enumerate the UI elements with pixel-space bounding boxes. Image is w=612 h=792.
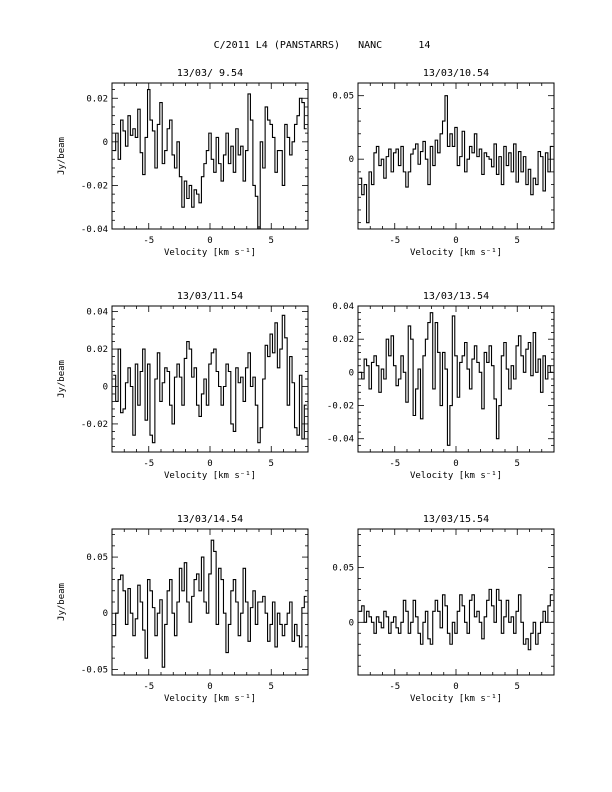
y-axis-label: Jy/beam [57, 360, 67, 398]
x-tick-label: 0 [207, 459, 212, 469]
y-tick-label: 0.05 [332, 563, 354, 573]
x-axis-label: Velocity [km s⁻¹] [164, 248, 256, 258]
spectrum-line [359, 95, 553, 224]
x-axis-label: Velocity [km s⁻¹] [410, 471, 502, 481]
x-tick-label: 0 [207, 682, 212, 692]
panel-title: 13/03/14.54 [177, 514, 243, 525]
panel-title: 13/03/11.54 [177, 291, 243, 302]
spectrum-panel: -5 0 5 0 0.05 13/03/15.54 Velocity [km s⁻¹] [332, 514, 555, 704]
panel-title: 13/03/10.54 [423, 68, 489, 79]
spectrum-line [113, 88, 307, 230]
x-tick-label: 5 [269, 236, 274, 246]
y-tick-label: 0.04 [86, 308, 108, 318]
plot-frame [357, 305, 555, 453]
y-tick-label: 0 [349, 618, 354, 628]
spectrum-panel: -5 0 5 -0.02 0 0.02 0.04 13/03/11.54 Velocity [k… [57, 291, 309, 481]
x-tick-label: -5 [389, 682, 400, 692]
plot-frame [357, 82, 555, 230]
x-tick-label: -5 [389, 236, 400, 246]
y-tick-label: -0.02 [81, 181, 108, 191]
y-tick-label: -0.04 [81, 225, 108, 235]
x-tick-label: -5 [389, 459, 400, 469]
y-tick-label: 0 [349, 368, 354, 378]
spectrum-panel: -5 0 5 -0.05 0 0.05 13/03/14.54 Velocity [km s⁻… [57, 514, 309, 704]
x-tick-label: 5 [269, 682, 274, 692]
y-tick-label: 0.05 [332, 92, 354, 102]
y-tick-label: 0 [103, 609, 108, 619]
y-tick-label: -0.05 [81, 665, 108, 675]
x-tick-label: -5 [143, 459, 154, 469]
spectrum-panel: -5 0 5 0 0.05 13/03/10.54 Velocity [km s⁻¹] [332, 68, 555, 258]
spectrum-line [359, 312, 553, 446]
y-tick-label: 0.02 [86, 94, 108, 104]
y-tick-label: 0.02 [86, 345, 108, 355]
x-tick-label: 5 [515, 459, 520, 469]
x-tick-label: 5 [515, 236, 520, 246]
spectrum-panel: -5 0 5 -0.04 -0.02 0 0.02 13/03/ 9.54 Velocity [… [57, 68, 309, 258]
spectrum-line [359, 588, 553, 651]
figure-title: C/2011 L4 (PANSTARRS) NANC 14 [214, 40, 431, 51]
x-axis-label: Velocity [km s⁻¹] [410, 694, 502, 704]
panel-title: 13/03/13.54 [423, 291, 489, 302]
x-axis-label: Velocity [km s⁻¹] [410, 248, 502, 258]
x-tick-label: 0 [453, 459, 458, 469]
y-tick-label: 0.05 [86, 553, 108, 563]
plot-frame [357, 528, 555, 676]
y-tick-label: 0.02 [332, 335, 354, 345]
y-tick-label: 0.04 [332, 302, 354, 312]
plot-frame [111, 82, 309, 230]
x-axis-label: Velocity [km s⁻¹] [164, 471, 256, 481]
y-tick-label: 0 [103, 138, 108, 148]
y-tick-label: 0 [103, 382, 108, 392]
x-tick-label: 0 [453, 682, 458, 692]
x-tick-label: 0 [207, 236, 212, 246]
plot-frame [111, 305, 309, 453]
x-tick-label: 5 [269, 459, 274, 469]
spectrum-line [113, 314, 307, 444]
y-tick-label: -0.04 [327, 435, 354, 445]
y-tick-label: -0.02 [327, 402, 354, 412]
x-tick-label: -5 [143, 236, 154, 246]
x-axis-label: Velocity [km s⁻¹] [164, 694, 256, 704]
y-axis-label: Jy/beam [57, 583, 67, 621]
y-axis-label: Jy/beam [57, 137, 67, 175]
spectrum-panel: -5 0 5 -0.04 -0.02 0 0.02 0.04 13/03/13.54 Veloci… [327, 291, 555, 481]
x-tick-label: -5 [143, 682, 154, 692]
panel-title: 13/03/15.54 [423, 514, 489, 525]
panel-grid: -5 0 5 -0.04 -0.02 0 0.02 13/03/ 9.54 Velocity [… [57, 68, 555, 704]
spectrum-line [113, 539, 307, 668]
panel-title: 13/03/ 9.54 [177, 68, 243, 79]
y-tick-label: 0 [349, 155, 354, 165]
y-tick-label: -0.02 [81, 420, 108, 430]
x-tick-label: 5 [515, 682, 520, 692]
x-tick-label: 0 [453, 236, 458, 246]
